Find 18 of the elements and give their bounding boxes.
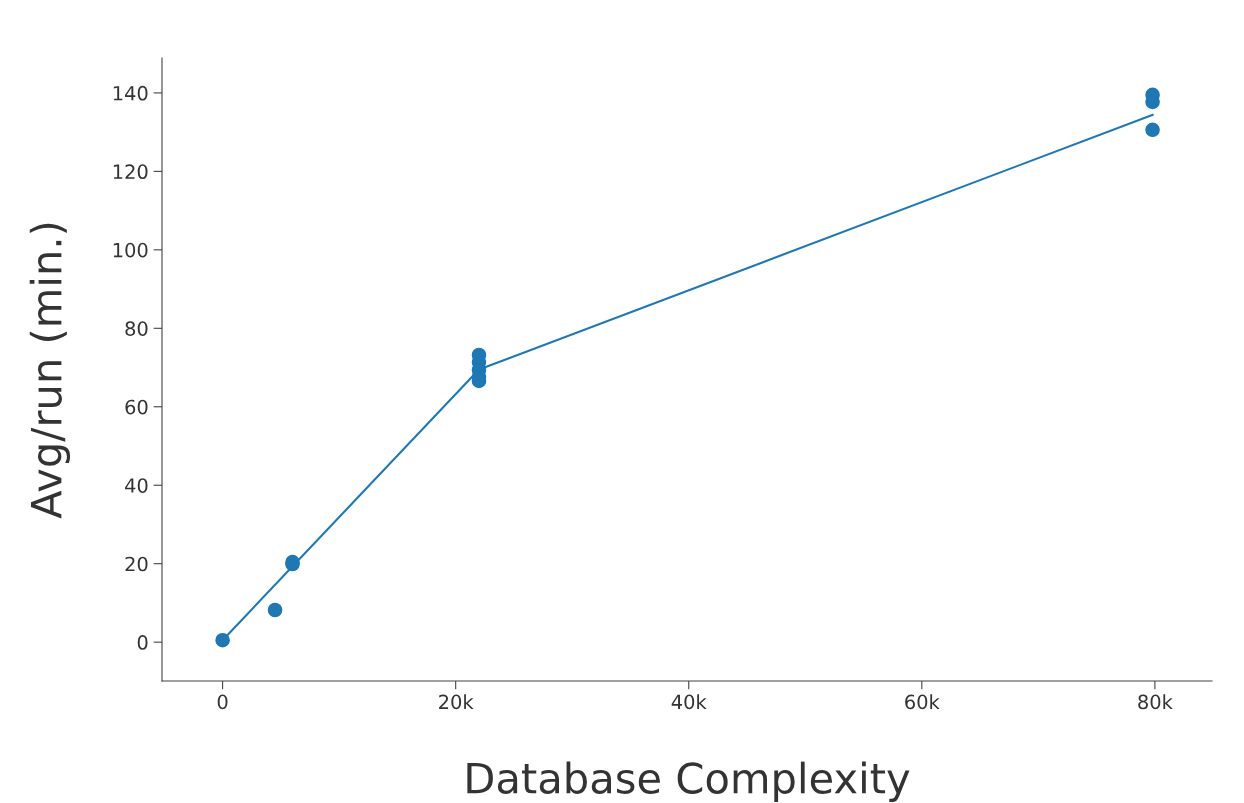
y-tick-label: 120	[113, 164, 148, 180]
y-tick-label: 100	[113, 242, 148, 258]
x-tick-label: 40k	[671, 694, 707, 710]
y-tick-label: 0	[137, 635, 148, 650]
y-tick-label: 40	[125, 478, 148, 493]
x-tick-label: 0	[217, 694, 228, 710]
point	[1145, 122, 1160, 138]
x-tick-label: 60k	[905, 694, 940, 710]
x-tick-label: 20k	[439, 694, 474, 710]
y-tick-label: 140	[113, 85, 148, 101]
y-axis-title: Avg/run (min.)	[29, 223, 71, 519]
x-tick-label: 80k	[1138, 694, 1173, 710]
x-axis-title: Database Complexity	[467, 761, 910, 802]
point	[267, 602, 283, 618]
y-tick-label: 20	[125, 556, 148, 572]
y-tick-label: 80	[125, 321, 148, 336]
y-tick-label: 60	[125, 399, 148, 415]
point	[215, 632, 230, 648]
